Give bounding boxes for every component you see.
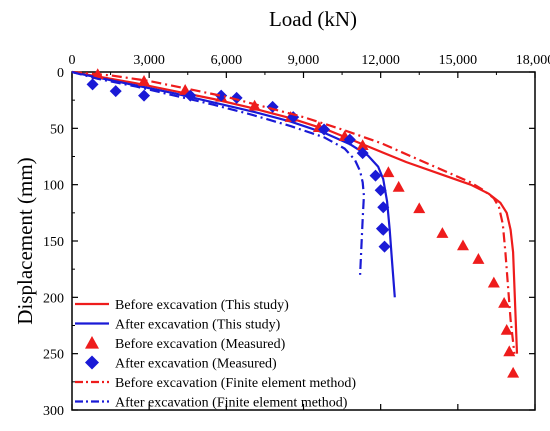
marker-diamond (377, 223, 390, 236)
y-tick-label: 50 (50, 122, 64, 137)
y-tick-label: 300 (43, 404, 64, 419)
x-tick-label: 9,000 (288, 53, 320, 68)
y-tick-label: 200 (43, 291, 64, 306)
marker-diamond (377, 201, 390, 214)
plot-series (71, 68, 520, 378)
series-line (71, 70, 516, 354)
marker-triangle (507, 366, 520, 378)
x-axis-label: Load (kN) (269, 7, 357, 31)
x-tick-label: 3,000 (133, 53, 165, 68)
marker-triangle (392, 180, 405, 192)
marker-diamond (378, 240, 391, 253)
marker-diamond (138, 89, 151, 102)
axes: 0 3,000 6,000 9,000 12,000 15,000 18,000 0 50 100… (43, 53, 550, 419)
marker-triangle (436, 227, 449, 238)
legend-label: Before excavation (This study) (115, 298, 289, 313)
legend-item: Before excavation (Measured) (85, 336, 286, 352)
marker-diamond (369, 169, 382, 182)
marker-triangle (498, 296, 511, 308)
x-tick-label: 0 (69, 53, 76, 68)
legend-label: Before excavation (Measured) (115, 337, 286, 352)
legend-item: Before excavation (This study) (75, 298, 289, 313)
series-1 (71, 70, 396, 298)
x-tick-label: 18,000 (516, 53, 550, 68)
y-tick-label: 100 (43, 179, 64, 194)
marker-diamond (184, 89, 197, 102)
legend-label: Before excavation (Finite element method… (115, 376, 356, 391)
marker-diamond (318, 123, 331, 136)
marker-diamond (343, 133, 356, 146)
series-4 (71, 70, 516, 354)
legend-item: Before excavation (Finite element method… (75, 376, 356, 391)
marker-triangle (500, 324, 513, 335)
marker-triangle (138, 75, 151, 86)
marker-triangle (472, 253, 485, 264)
y-tick-label: 150 (43, 235, 64, 250)
marker-diamond (374, 184, 387, 197)
legend-label: After excavation (This study) (115, 318, 281, 333)
x-tick-label: 6,000 (211, 53, 243, 68)
marker-diamond (215, 89, 228, 102)
marker-triangle (356, 139, 369, 151)
series-3 (86, 78, 391, 253)
legend: Before excavation (This study) After exca… (75, 298, 356, 411)
marker-diamond (356, 147, 369, 160)
legend-label: After excavation (Measured) (115, 357, 277, 372)
marker-triangle (487, 276, 500, 288)
marker-diamond (109, 85, 122, 98)
marker-diamond (230, 91, 243, 104)
legend-swatch (85, 355, 99, 370)
marker-triangle (382, 166, 395, 178)
legend-item: After excavation (Measured) (85, 355, 277, 372)
legend-item: After excavation (Finite element method) (75, 396, 348, 411)
y-axis-label: Displacement (mm) (13, 157, 37, 324)
marker-triangle (413, 202, 426, 214)
y-tick-label: 250 (43, 348, 64, 363)
series-line (71, 70, 396, 298)
series-line (71, 70, 365, 275)
x-tick-label: 15,000 (439, 53, 478, 68)
marker-triangle (503, 345, 516, 357)
marker-diamond (86, 78, 99, 91)
series-5 (71, 70, 365, 275)
legend-label: After excavation (Finite element method) (115, 396, 348, 411)
legend-item: After excavation (This study) (75, 318, 281, 333)
legend-swatch (85, 336, 99, 349)
x-tick-label: 12,000 (361, 53, 400, 68)
marker-triangle (456, 239, 469, 251)
y-tick-label: 0 (57, 66, 64, 81)
